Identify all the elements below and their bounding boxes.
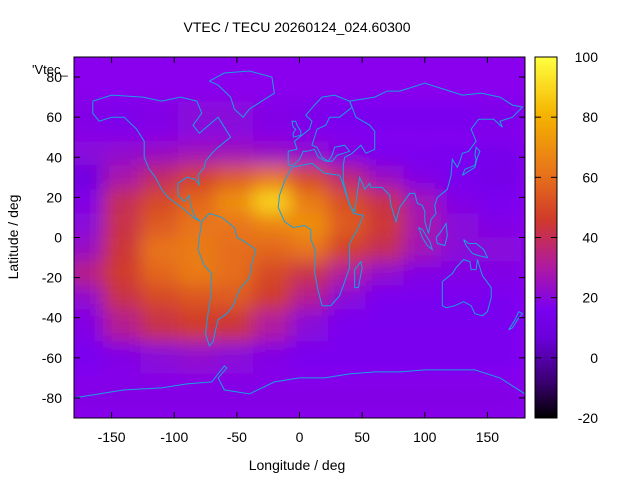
heat-cell-121 bbox=[102, 381, 146, 414]
coastline-new-guinea bbox=[463, 239, 489, 259]
heat-cell-4 bbox=[215, 101, 259, 134]
heat-cell-107 bbox=[478, 309, 522, 342]
heat-cell-0 bbox=[74, 101, 108, 134]
heat-cell-117 bbox=[403, 341, 447, 374]
y-tick-label: -20 bbox=[42, 270, 62, 286]
heat-cell-2 bbox=[140, 101, 183, 134]
heat-cell-101 bbox=[253, 309, 296, 342]
coastline-japan bbox=[461, 146, 481, 176]
x-tick-label: -150 bbox=[98, 429, 126, 445]
coastline-africa bbox=[277, 162, 365, 307]
heat-cell-106 bbox=[441, 309, 484, 342]
heat-cell-111 bbox=[177, 341, 221, 374]
heat-cell-5 bbox=[253, 101, 296, 134]
x-tick-label: 150 bbox=[476, 429, 500, 445]
chart-title: VTEC / TECU 20260124_024.60300 bbox=[183, 19, 410, 35]
y-tick-label: -40 bbox=[42, 310, 62, 326]
heat-cell-127 bbox=[328, 381, 371, 414]
x-tick-label: 100 bbox=[413, 429, 437, 445]
heat-cell-9 bbox=[403, 101, 447, 134]
x-axis-ticks: -150 -100 -50 0 50 100 150 bbox=[98, 57, 500, 445]
y-tick-label: -80 bbox=[42, 390, 62, 406]
x-axis-label: Longitude / deg bbox=[249, 457, 346, 473]
colorbar-ticks: -20 0 20 40 60 80 100 bbox=[535, 49, 598, 426]
coastline-borneo bbox=[435, 221, 448, 247]
heat-cell-99 bbox=[177, 309, 221, 342]
colorbar-tick-label: 80 bbox=[582, 109, 598, 125]
heat-cell-115 bbox=[328, 341, 371, 374]
heat-cell-97 bbox=[102, 309, 146, 342]
heat-cell-116 bbox=[365, 341, 409, 374]
y-axis-ticks: -80 -60 -40 -20 0 20 40 60 80 bbox=[42, 69, 525, 406]
heat-cell-11 bbox=[478, 101, 522, 134]
colorbar-tick-label: 40 bbox=[582, 230, 598, 246]
coastline-south-america bbox=[197, 212, 257, 347]
colorbar-tick-label: 100 bbox=[575, 49, 599, 65]
coastlines bbox=[74, 70, 525, 399]
colorbar-tick-label: -20 bbox=[578, 410, 598, 426]
x-tick-label: 50 bbox=[354, 429, 370, 445]
heat-cell-130 bbox=[441, 381, 484, 414]
heat-cell-104 bbox=[365, 309, 409, 342]
coastline-australia bbox=[441, 259, 492, 317]
x-tick-label: -50 bbox=[227, 429, 247, 445]
coastline-asia bbox=[342, 82, 524, 234]
heat-cell-131 bbox=[478, 381, 522, 414]
heat-cell-118 bbox=[441, 341, 484, 374]
heat-cell-105 bbox=[403, 309, 447, 342]
colorbar-tick-label: 60 bbox=[582, 169, 598, 185]
heat-cell-114 bbox=[290, 341, 334, 374]
heat-cell-100 bbox=[215, 309, 259, 342]
x-tick-label: -100 bbox=[160, 429, 188, 445]
y-tick-label: 60 bbox=[46, 109, 62, 125]
heat-cell-128 bbox=[365, 381, 409, 414]
coastline-new-zealand bbox=[508, 311, 524, 331]
colorbar-tick-label: 0 bbox=[590, 350, 598, 366]
heatmap-cells bbox=[74, 101, 522, 414]
x-tick-label: 0 bbox=[296, 429, 304, 445]
y-tick-label: 0 bbox=[54, 230, 62, 246]
heat-cell-129 bbox=[403, 381, 447, 414]
heat-cell-126 bbox=[290, 381, 334, 414]
heat-cell-109 bbox=[102, 341, 146, 374]
heat-cell-113 bbox=[253, 341, 296, 374]
heat-cell-123 bbox=[177, 381, 221, 414]
y-tick-label: 80 bbox=[46, 69, 62, 85]
heat-cell-103 bbox=[328, 309, 371, 342]
coastline-madagascar bbox=[354, 260, 363, 289]
y-axis-label: Latitude / deg bbox=[5, 195, 21, 280]
coastline-europe bbox=[287, 94, 353, 166]
y-tick-label: 20 bbox=[46, 189, 62, 205]
heat-cell-6 bbox=[290, 101, 334, 134]
heat-cell-98 bbox=[140, 309, 183, 342]
heat-cell-102 bbox=[290, 309, 334, 342]
legend-entry: 'Vtec_ bbox=[32, 62, 68, 77]
coastline-sumatra bbox=[418, 227, 434, 251]
coastline-north-america bbox=[92, 94, 232, 222]
heat-cell-108 bbox=[74, 341, 108, 374]
heat-cell-124 bbox=[215, 381, 259, 414]
coastline-greenland bbox=[209, 70, 275, 118]
y-tick-label: -60 bbox=[42, 350, 62, 366]
heat-cell-8 bbox=[365, 101, 409, 134]
heat-cell-122 bbox=[140, 381, 183, 414]
heat-cell-119 bbox=[478, 341, 522, 374]
coastline-britain bbox=[291, 120, 302, 138]
y-tick-label: 40 bbox=[46, 149, 62, 165]
coastline-antarctica bbox=[74, 365, 525, 399]
heat-cell-96 bbox=[74, 309, 108, 342]
heat-cell-125 bbox=[253, 381, 296, 414]
heat-cell-110 bbox=[140, 341, 183, 374]
heat-cell-120 bbox=[74, 381, 108, 414]
heat-cell-10 bbox=[441, 101, 484, 134]
colorbar-tick-label: 20 bbox=[582, 290, 598, 306]
